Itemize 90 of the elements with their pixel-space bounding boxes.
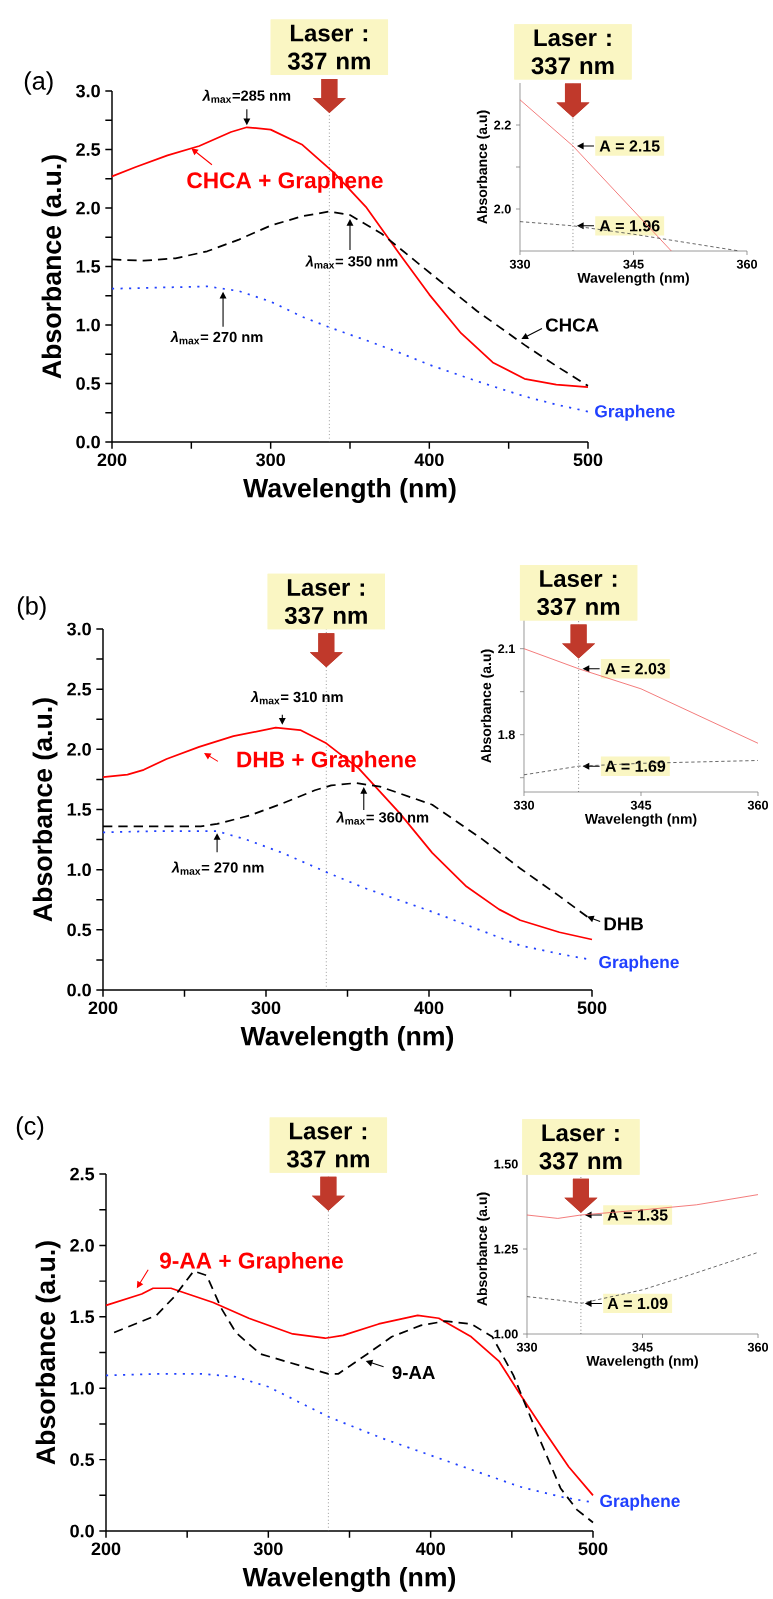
x-axis-title: Wavelength (nm) [586, 1355, 698, 1369]
annotation: λ$_{max}$= 270 nm [171, 861, 264, 875]
legend-label: 9-AA [392, 1365, 435, 1380]
series-label: Graphene [599, 955, 679, 972]
y-tick-label: 2.0 [494, 204, 511, 214]
x-tick-label: 500 [573, 453, 603, 467]
ref-line-label: Laser : 337 nm [531, 29, 614, 75]
y-tick-label: 1.8 [498, 730, 515, 740]
x-tick-label: 345 [632, 1342, 653, 1352]
y-tick-label: 0.0 [67, 983, 91, 997]
y-tick-label: 2.5 [70, 1167, 95, 1181]
x-axis-title: Wavelength (nm) [240, 1025, 454, 1051]
y-tick-label: 2.2 [494, 120, 511, 130]
y-tick-label: 1.0 [67, 863, 91, 877]
series-label: DHB [604, 917, 643, 931]
annotation: A = 2.15 [599, 140, 660, 152]
x-tick-label: 200 [88, 1001, 118, 1015]
x-tick-label: 500 [578, 1542, 608, 1556]
x-tick-label: 345 [623, 259, 644, 269]
x-tick-label: 330 [513, 800, 535, 810]
x-tick-label: 330 [509, 259, 531, 269]
series-label: 9-AA + Graphene [159, 1251, 343, 1274]
annotation: λ$_{max}$= 310 nm [250, 691, 343, 705]
x-tick-label: 360 [747, 800, 769, 810]
y-axis-title: Absorbance (a.u.) [35, 1241, 61, 1465]
annotation: A = 1.69 [605, 760, 666, 772]
y-tick-label: 1.00 [494, 1329, 518, 1339]
y-tick-label: 1.0 [76, 318, 100, 332]
annotation: λ$_{max}$= 270 nm [170, 331, 263, 345]
x-tick-label: 500 [577, 1001, 607, 1015]
y-tick-label: 1.5 [67, 803, 92, 816]
x-tick-label: 360 [736, 259, 758, 269]
annotation: λ$_{max}$=285 nm [201, 89, 291, 103]
x-tick-label: 400 [414, 453, 444, 467]
y-axis-title: Absorbance (a.u.) [32, 698, 58, 922]
y-axis-title: Absorbance (a.u) [476, 110, 490, 224]
x-tick-label: 400 [415, 1542, 445, 1556]
y-tick-label: 2.0 [67, 742, 91, 756]
y-tick-label: 2.5 [76, 143, 101, 156]
x-tick-label: 400 [414, 1001, 444, 1015]
chart-title: (c) [16, 1116, 44, 1140]
chart-title: (a) [24, 71, 53, 95]
y-tick-label: 0.0 [76, 435, 100, 449]
ref-line-label: Laser : 337 nm [537, 570, 620, 616]
annotation: A = 1.09 [607, 1297, 668, 1310]
x-tick-label: 345 [630, 800, 652, 810]
x-tick-label: 360 [747, 1342, 769, 1352]
y-axis-title: Absorbance (a.u) [476, 1192, 490, 1306]
y-tick-label: 1.5 [76, 260, 101, 273]
y-tick-label: 1.50 [494, 1159, 518, 1169]
annotation: λ$_{max}$= 350 nm [305, 255, 398, 269]
y-tick-label: 2.0 [70, 1239, 94, 1252]
y-tick-label: 0.5 [70, 1453, 95, 1466]
y-tick-label: 1.5 [70, 1310, 95, 1324]
x-tick-label: 200 [91, 1542, 121, 1556]
x-tick-label: 300 [256, 453, 285, 467]
x-tick-label: 200 [97, 453, 127, 467]
y-tick-label: 3.0 [76, 84, 100, 98]
ref-line-label: Laser : 337 nm [539, 1124, 622, 1170]
y-tick-label: 1.25 [494, 1244, 518, 1254]
series-label: Graphene [600, 1494, 680, 1511]
y-tick-label: 2.5 [67, 682, 92, 696]
annotation: λ$_{max}$= 360 nm [335, 811, 429, 825]
y-axis-title: Absorbance (a.u) [480, 649, 494, 763]
y-tick-label: 2.1 [498, 644, 515, 654]
x-tick-label: 330 [516, 1342, 538, 1352]
y-tick-label: 3.0 [67, 622, 91, 636]
line-series [523, 648, 759, 744]
x-axis-title: Wavelength (nm) [577, 272, 689, 286]
line-series [526, 1194, 759, 1219]
x-axis-title: Wavelength (nm) [243, 477, 456, 503]
legend-label: CHCA [545, 318, 599, 332]
annotation: A = 1.35 [607, 1209, 668, 1221]
x-tick-label: 300 [253, 1542, 283, 1556]
x-axis-title: Wavelength (nm) [584, 813, 697, 827]
series-label: Graphene [595, 404, 675, 421]
y-tick-label: 2.0 [76, 201, 100, 215]
x-tick-label: 300 [251, 1001, 281, 1015]
x-axis-title: Wavelength (nm) [242, 1566, 456, 1592]
y-tick-label: 0.5 [67, 923, 92, 937]
ref-line-label: Laser : 337 nm [286, 1122, 369, 1168]
ref-line-label: Laser : 337 nm [287, 24, 370, 70]
y-tick-label: 0.0 [70, 1524, 94, 1538]
y-tick-label: 0.5 [76, 377, 101, 390]
ref-line-label: Laser : 337 nm [284, 579, 367, 624]
annotation: A = 2.03 [605, 663, 666, 675]
y-tick-label: 1.0 [70, 1381, 94, 1395]
chart-title: (b) [17, 596, 46, 620]
annotation: A = 1.96 [599, 220, 660, 232]
y-axis-title: Absorbance (a.u.) [41, 155, 67, 379]
